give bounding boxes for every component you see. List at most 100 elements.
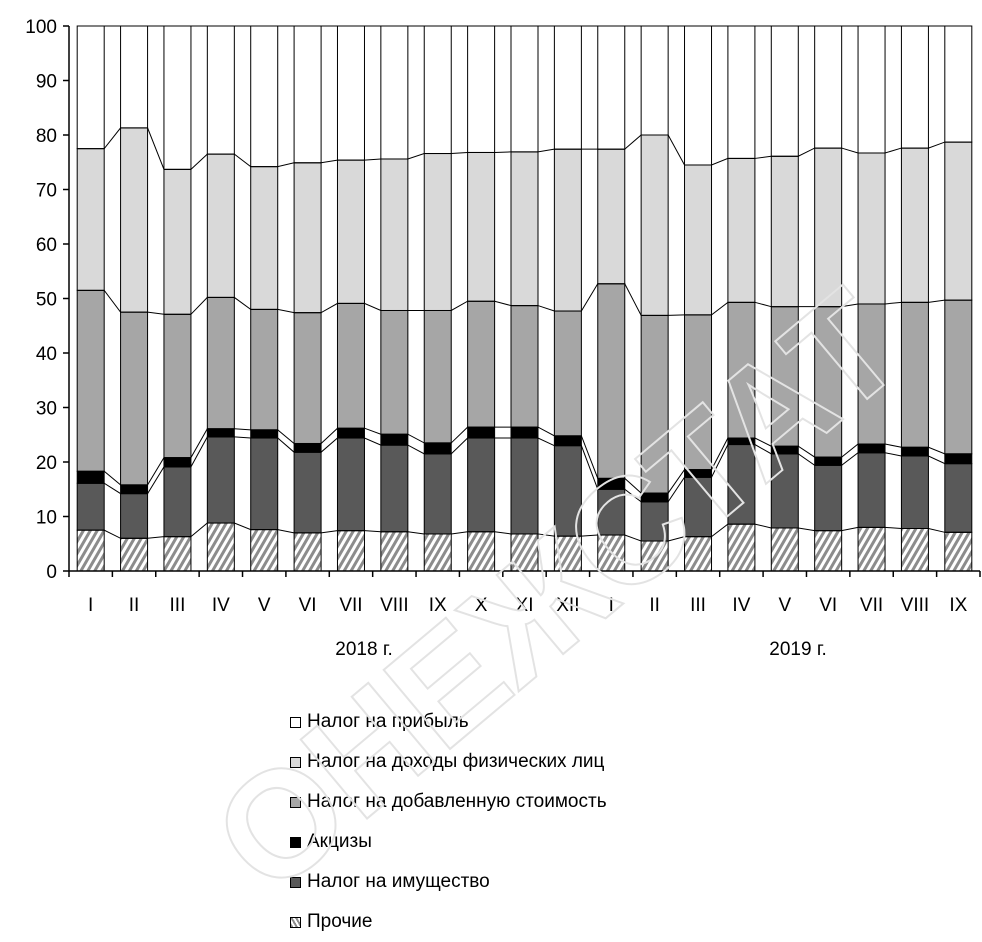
bar-segment xyxy=(467,437,496,533)
bar-segment xyxy=(250,166,279,310)
bar-segment xyxy=(684,536,713,572)
x-tick-label: V xyxy=(778,595,791,616)
series-lines-layer xyxy=(77,25,972,542)
bar-segment xyxy=(423,442,452,455)
bar-segment xyxy=(944,25,973,143)
bar-segment xyxy=(597,534,626,572)
bar-segment xyxy=(814,25,843,149)
bar-segment xyxy=(640,501,669,542)
bar-segment xyxy=(293,451,322,534)
y-tick-label: 60 xyxy=(36,235,57,256)
y-tick-label: 50 xyxy=(36,290,57,311)
bar-segment xyxy=(293,25,322,164)
x-tick-label: XI xyxy=(516,595,534,616)
y-tick-label: 20 xyxy=(36,453,57,474)
bar-segment xyxy=(944,299,973,455)
bar-segment xyxy=(336,530,365,572)
bar-segment xyxy=(814,530,843,572)
x-tick-label: III xyxy=(690,595,706,616)
x-tick-label: VIII xyxy=(901,595,930,616)
bar-segment xyxy=(467,300,496,428)
bar-segment xyxy=(76,289,105,472)
bar-segment xyxy=(380,25,409,160)
bar-segment xyxy=(250,529,279,572)
bar-segment xyxy=(684,469,713,478)
bar-segment xyxy=(553,310,582,437)
bar-segment xyxy=(857,152,886,305)
bar-segment xyxy=(510,305,539,428)
bar-segment xyxy=(293,162,322,314)
bar-segment xyxy=(336,427,365,439)
x-tick-label: VI xyxy=(299,595,317,616)
bar-segment xyxy=(510,151,539,307)
year-label-2019: 2019 г. xyxy=(769,639,826,660)
legend-swatch-other xyxy=(290,916,301,928)
bar-segment xyxy=(163,313,192,459)
bar-segment xyxy=(640,492,669,503)
bar-segment xyxy=(900,527,929,572)
bar-segment xyxy=(467,25,496,153)
bar-segment xyxy=(857,25,886,154)
bar-segment xyxy=(467,426,496,439)
bar-segment xyxy=(640,134,669,316)
bar-segment xyxy=(336,159,365,304)
bar-segment xyxy=(684,25,713,166)
x-tick-label: IX xyxy=(949,595,967,616)
x-tick-label: X xyxy=(475,595,488,616)
legend-item-excise: Акцизы xyxy=(290,822,607,862)
bar-segment xyxy=(900,25,929,149)
bar-segment xyxy=(206,296,235,430)
bar-segment xyxy=(163,457,192,468)
x-tick-label: II xyxy=(129,595,140,616)
bar-segment xyxy=(684,164,713,316)
bar-segment xyxy=(206,25,235,155)
series-boundary-line xyxy=(77,283,972,316)
bar-segment xyxy=(900,455,929,529)
bar-segment xyxy=(597,477,626,490)
bar-segment xyxy=(76,482,105,531)
bar-segment xyxy=(944,463,973,533)
bar-segment xyxy=(120,537,149,572)
bar-segment xyxy=(380,531,409,572)
bar-segment xyxy=(510,426,539,439)
legend-item-profit-tax: Налог на прибыль xyxy=(290,702,607,742)
bar-segment xyxy=(380,158,409,311)
bar-segment xyxy=(423,153,452,311)
legend-item-property-tax: Налог на имущество xyxy=(290,862,607,902)
bar-segment xyxy=(76,529,105,572)
bar-segment xyxy=(380,444,409,533)
y-tick-label: 70 xyxy=(36,181,57,202)
year-label-2018: 2018 г. xyxy=(335,639,392,660)
legend-label: Прочие xyxy=(307,911,373,932)
x-tick-label: IV xyxy=(212,595,230,616)
series-boundary-line xyxy=(77,426,972,494)
bar-segment xyxy=(640,25,669,136)
legend-item-vat: Налог на добавленную стоимость xyxy=(290,782,607,822)
bar-segment xyxy=(814,464,843,532)
bar-segment xyxy=(727,437,756,446)
y-tick-label: 90 xyxy=(36,72,57,93)
bar-segment xyxy=(770,155,799,308)
bar-segment xyxy=(120,484,149,495)
legend-label: Налог на доходы физических лиц xyxy=(307,751,605,772)
bar-segment xyxy=(900,446,929,457)
bar-segment xyxy=(250,429,279,439)
bar-segment xyxy=(423,309,452,444)
bar-segment xyxy=(250,308,279,431)
bar-segment xyxy=(206,522,235,572)
bar-segment xyxy=(640,540,669,572)
bar-segment xyxy=(944,531,973,572)
bar-segment xyxy=(76,470,105,484)
x-tick-label: III xyxy=(170,595,186,616)
x-tick-label: VIII xyxy=(380,595,409,616)
y-tick-label: 80 xyxy=(36,126,57,147)
bar-segment xyxy=(814,456,843,466)
bar-segment xyxy=(293,442,322,453)
y-tick-label: 0 xyxy=(46,562,57,583)
bar-segment xyxy=(163,168,192,315)
y-tick-label: 40 xyxy=(36,344,57,365)
x-tick-label: I xyxy=(609,595,614,616)
bar-segment xyxy=(770,306,799,447)
bar-segment xyxy=(510,533,539,572)
y-tick-label: 30 xyxy=(36,399,57,420)
